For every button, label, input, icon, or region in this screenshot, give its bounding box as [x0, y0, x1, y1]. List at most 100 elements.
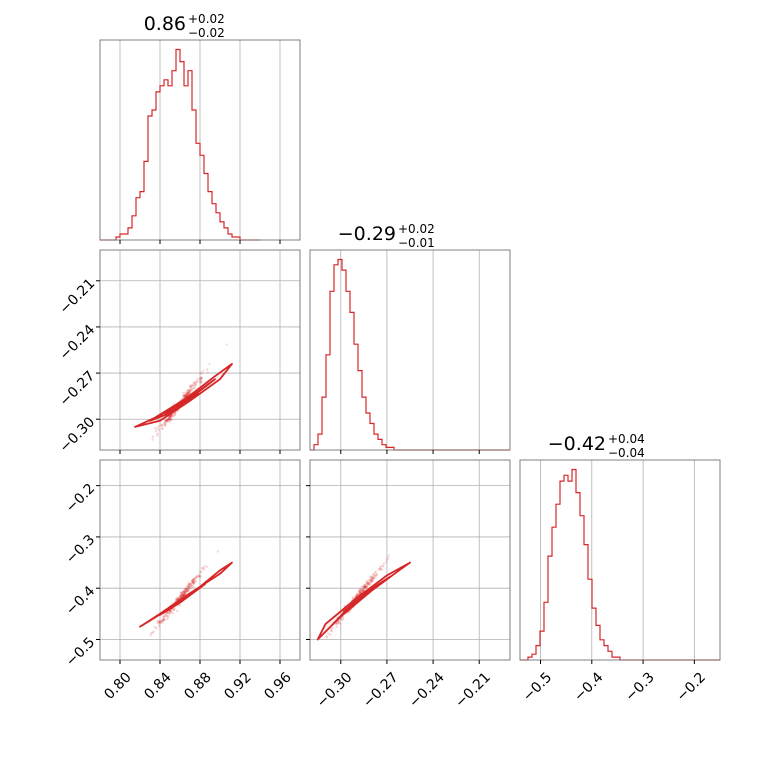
scatter-1-0-point-176	[199, 381, 202, 385]
scatter-2-0-point-105	[183, 592, 186, 595]
scatter-2-1-point-43	[361, 589, 364, 592]
scatter-2-0-point-142	[185, 590, 188, 593]
scatter-2-0-point-22	[171, 612, 175, 615]
scatter-1-0-point-199	[184, 394, 187, 397]
scatter-2-0-point-187	[178, 604, 182, 607]
scatter-1-0-point-243	[182, 395, 185, 398]
scatter-1-0-point-70	[193, 381, 197, 384]
scatter-1-0-point-61	[165, 418, 169, 421]
scatter-1-0-point-206	[200, 376, 203, 379]
scatter-1-0-point-38	[174, 411, 177, 415]
scatter-1-0-point-168	[187, 390, 190, 393]
scatter-2-1-point-255	[375, 573, 379, 576]
scatter-2-0-point-182	[179, 595, 182, 598]
scatter-1-0-point-0	[225, 343, 228, 346]
scatter-2-1-point-106	[367, 578, 370, 581]
scatter-2-0-point-250	[181, 594, 185, 597]
scatter-2-0-point-174	[180, 591, 183, 595]
scatter-1-0-point-163	[163, 423, 166, 426]
scatter-2-1-point-80	[362, 589, 365, 592]
scatter-2-0-point-106	[179, 591, 183, 594]
scatter-2-0-point-128	[176, 609, 179, 613]
scatter-1-0-point-215	[157, 424, 160, 428]
scatter-1-0-point-24	[183, 396, 186, 399]
scatter-2-0-point-219	[161, 618, 164, 622]
scatter-1-0-point-223	[161, 427, 164, 430]
scatter-2-1-point-31	[368, 583, 371, 586]
scatter-2-0-point-44	[175, 597, 178, 600]
scatter-1-0-point-141	[169, 415, 172, 418]
scatter-1-0-point-252	[165, 420, 168, 423]
scatter-2-1-point-11	[347, 611, 350, 614]
scatter-1-0-point-197	[173, 413, 176, 416]
hist-1-title: −0.29 +0.02−0.01	[338, 222, 435, 250]
scatter-1-0-point-195	[196, 377, 199, 380]
scatter-2-0-point-26	[172, 608, 176, 611]
scatter-1-0-point-189	[187, 391, 190, 394]
scatter-2-1-point-13	[363, 586, 366, 589]
scatter-2-0-point-164	[165, 618, 168, 621]
scatter-2-1-point-228	[363, 584, 366, 587]
scatter-2-0-point-14	[156, 621, 159, 624]
hist-1-title-value: −0.29	[338, 223, 396, 245]
scatter-1-0-point-15	[161, 424, 164, 427]
scatter-1-0-point-162	[160, 424, 163, 427]
scatter-2-0-point-225	[163, 618, 166, 622]
scatter-2-1-point-182	[365, 582, 369, 585]
scatter-2-0-point-199	[183, 590, 186, 593]
scatter-2-1-point-7	[363, 587, 366, 590]
scatter-2-1-point-115	[335, 625, 339, 628]
scatter-2-0-point-91	[199, 575, 202, 578]
scatter-2-1-point-144	[386, 556, 389, 559]
scatter-2-0-point-126	[177, 596, 181, 599]
scatter-2-1-point-252	[358, 587, 362, 591]
scatter-2-0-point-121	[187, 586, 190, 589]
scatter-2-0-point-113	[185, 587, 188, 591]
scatter-2-0-point-34	[179, 593, 182, 597]
scatter-2-0-point-217	[175, 599, 178, 602]
scatter-2-0-point-218	[161, 615, 165, 618]
scatter-2-0-point-232	[185, 589, 189, 592]
scatter-1-0-point-151	[168, 418, 171, 421]
scatter-2-1-point-25	[355, 593, 359, 596]
scatter-1-0-point-118	[182, 394, 185, 397]
scatter-1-0-point-78	[183, 393, 186, 397]
scatter-2-1-point-39	[341, 616, 344, 619]
scatter-2-1-point-65	[330, 629, 333, 633]
scatter-1-0-point-13	[188, 389, 191, 392]
scatter-2-1-point-234	[335, 622, 339, 626]
scatter-2-0-point-161	[151, 631, 154, 634]
hist-0-title-minus: −0.02	[188, 26, 225, 40]
scatter-2-1-point-143	[359, 592, 362, 595]
scatter-1-0-point-20	[184, 393, 187, 396]
scatter-2-1-point-244	[374, 570, 377, 573]
scatter-2-0-point-257	[188, 586, 192, 590]
scatter-2-1-point-140	[365, 585, 368, 588]
scatter-2-0-point-49	[182, 594, 185, 597]
scatter-2-1-point-69	[362, 585, 366, 588]
scatter-2-0-point-69	[185, 590, 188, 593]
scatter-1-0-point-204	[199, 380, 203, 384]
scatter-2-1-point-73	[337, 621, 341, 624]
scatter-2-0-point-108	[195, 575, 199, 578]
scatter-2-1-point-110	[362, 588, 365, 591]
hist-2-xlabel-1: −0.4	[571, 669, 606, 704]
scatter-2-1-point-97	[330, 629, 333, 633]
scatter-1-0-point-54	[190, 385, 193, 389]
scatter-2-0-point-88	[194, 576, 198, 580]
scatter-2-0-point-220	[184, 592, 187, 595]
scatter-2-1-point-209	[334, 623, 338, 626]
scatter-2-0-point-216	[158, 620, 161, 624]
scatter-2-1-point-194	[378, 565, 382, 569]
scatter-2-1-point-38	[382, 562, 385, 566]
scatter-2-0-point-258	[188, 586, 191, 589]
scatter-1-0-point-180	[167, 418, 171, 421]
scatter-2-1-point-153	[363, 586, 367, 589]
scatter-1-0-point-187	[170, 418, 173, 421]
scatter-2-0-point-48	[166, 614, 169, 618]
scatter-1-0-point-129	[200, 377, 204, 380]
scatter-1-0-point-30	[188, 385, 192, 388]
scatter-1-0-point-126	[185, 391, 188, 394]
scatter-2-0-point-135	[189, 585, 193, 589]
